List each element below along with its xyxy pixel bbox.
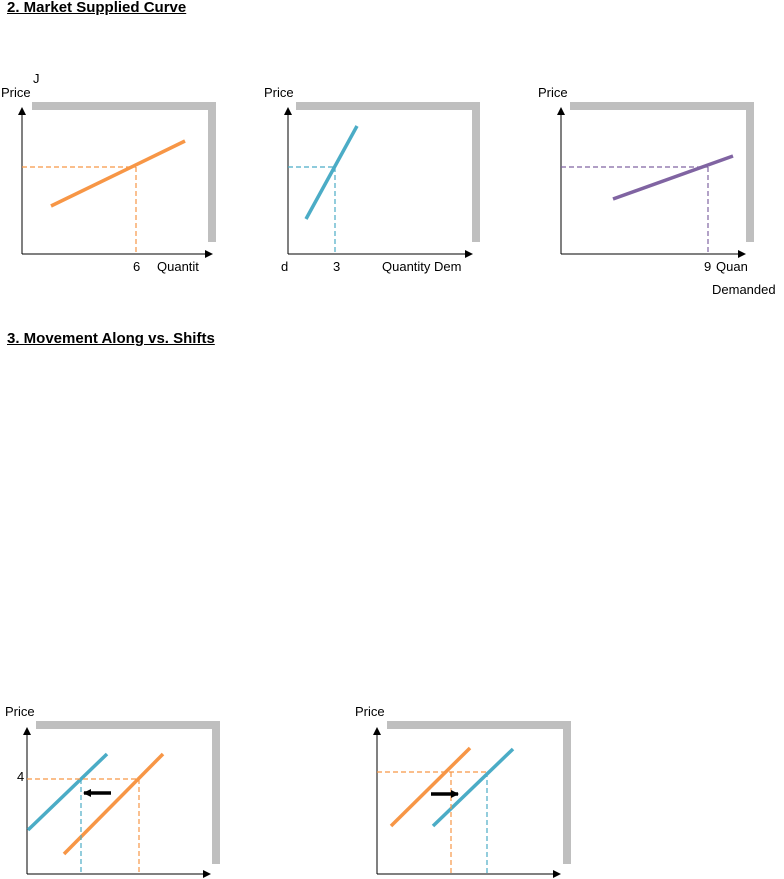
graph-1-supply-line [50,139,186,208]
graph-4-curve-blue [26,752,109,832]
graph-1-frame [32,102,216,242]
graph-3-x-value: 9 [704,259,711,274]
graph-3-xlabel-continued: Demanded [712,282,776,297]
graph-5-ylabel: Price [355,704,385,719]
graph-1: Price J 6 Quantit [1,71,216,274]
graph-3-ylabel: Price [538,85,568,100]
graph-1-x-value: 6 [133,259,140,274]
graph-5-frame [387,721,571,864]
graph-3: Price 9 Quan Demanded [538,85,776,297]
section-heading-market-supplied-curve: 2. Market Supplied Curve [7,0,187,16]
section-heading-movement-vs-shifts: 3. Movement Along vs. Shifts [7,330,215,347]
graph-2-xlabel: Quantity Dem [382,259,461,274]
graph-3-market-line [612,154,734,201]
graph-4-frame [36,721,220,864]
graph-5: Price [355,704,571,878]
graph-4-ylabel: Price [5,704,35,719]
graph-2-frame [296,102,480,242]
graph-2-demand-line [304,125,359,220]
graph-4: Price 4 [5,704,220,878]
graph-2-x-value: 3 [333,259,340,274]
graph-1-stray-mark: J [33,71,40,86]
graph-2-ylabel: Price [264,85,294,100]
graph-3-frame [570,102,754,242]
graph-5-curve-orange [389,746,472,828]
graph-5-curve-blue [431,747,515,828]
graph-1-xlabel: Quantit [157,259,199,274]
graph-3-xlabel: Quan [716,259,748,274]
graph-2: Price d 3 Quantity Dem [264,85,480,274]
graph-1-ylabel: Price [1,85,31,100]
graph-4-y-value: 4 [17,769,24,784]
graph-4-curve-orange [62,752,165,856]
graph-2-left-mark: d [281,259,288,274]
